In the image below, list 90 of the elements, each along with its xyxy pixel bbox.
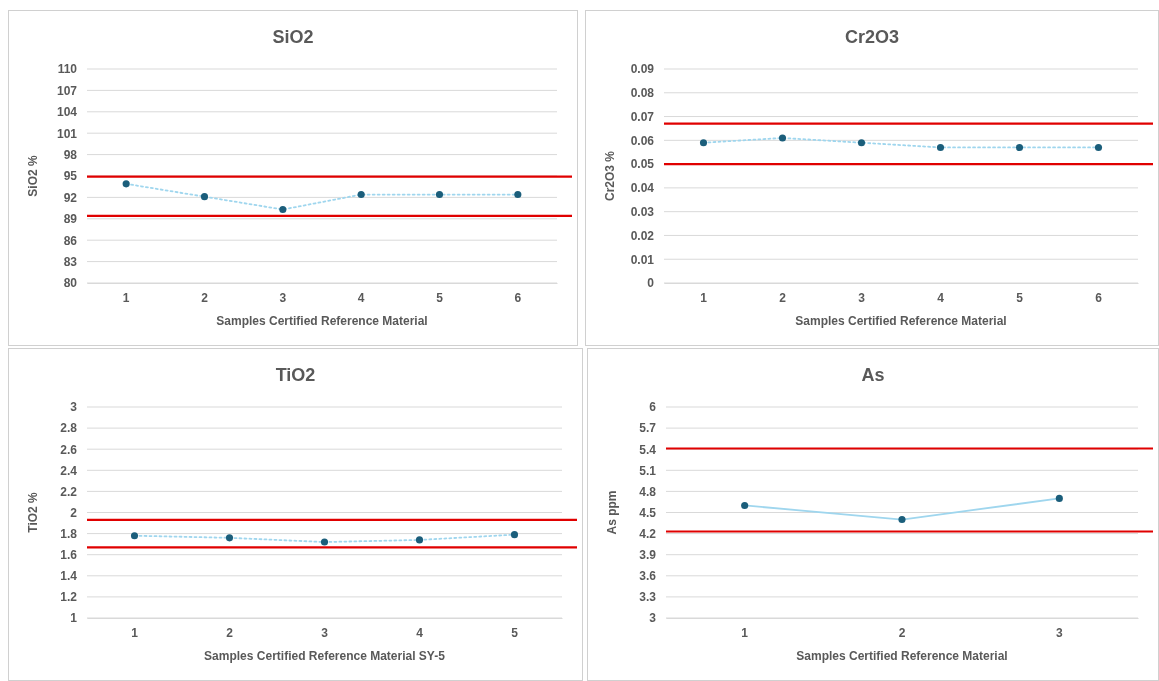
x-tick-label: 1 — [700, 290, 708, 305]
x-tick-label: 2 — [898, 625, 906, 640]
point — [699, 139, 708, 147]
y-tick-label: 1.6 — [60, 548, 78, 563]
point — [778, 134, 787, 142]
x-tick-label: 6 — [514, 290, 522, 305]
x-tick-label: 3 — [858, 290, 866, 305]
x-tick-label: 1 — [741, 625, 749, 640]
y-axis-title: Cr2O3 % — [603, 150, 617, 202]
y-tick-label: 4.8 — [639, 484, 657, 499]
point — [122, 180, 130, 188]
y-tick-label: 2.8 — [60, 421, 78, 436]
y-tick-label: 107 — [56, 83, 78, 98]
y-tick-label: 5.7 — [639, 421, 657, 436]
y-tick-label: 3.6 — [639, 569, 657, 584]
point — [279, 205, 287, 214]
chart-title: Cr2O3 — [844, 27, 900, 47]
x-tick-label: 6 — [1095, 290, 1103, 305]
y-tick-label: 98 — [63, 147, 78, 162]
y-tick-label: 0.02 — [630, 228, 655, 243]
y-tick-label: 1.8 — [60, 526, 78, 541]
y-tick-label: 3.3 — [639, 590, 657, 605]
point — [357, 190, 365, 199]
chart-title: SiO2 — [272, 27, 314, 47]
x-tick-label: 5 — [1016, 290, 1024, 305]
point — [1094, 143, 1103, 152]
point — [514, 190, 522, 199]
point — [936, 143, 945, 152]
x-axis-title: Samples Certified Reference Material — [216, 314, 428, 328]
point — [741, 501, 749, 510]
y-tick-label: 86 — [63, 233, 78, 248]
x-tick-label: 5 — [436, 290, 444, 305]
y-tick-label: 0 — [647, 276, 655, 291]
x-tick-label: 3 — [1055, 625, 1063, 640]
x-axis-title: Samples Certified Reference Material — [796, 649, 1008, 663]
y-tick-label: 2.6 — [60, 442, 78, 457]
y-tick-label: 0.03 — [630, 205, 655, 220]
y-tick-label: 3 — [70, 400, 78, 415]
y-tick-label: 4.5 — [639, 505, 657, 520]
y-tick-label: 0.08 — [630, 86, 655, 101]
y-tick-label: 0.01 — [630, 252, 655, 267]
x-tick-label: 1 — [122, 290, 130, 305]
y-tick-label: 1.2 — [60, 590, 78, 605]
y-tick-label: 4.2 — [639, 526, 657, 541]
y-tick-label: 1 — [70, 611, 78, 626]
y-tick-label: 95 — [63, 169, 78, 184]
y-tick-label: 92 — [63, 190, 78, 205]
y-axis-title: As ppm — [605, 490, 619, 535]
x-tick-label: 4 — [937, 290, 945, 305]
x-tick-label: 4 — [357, 290, 365, 305]
chart-title: As — [861, 365, 885, 385]
x-tick-label: 2 — [226, 625, 234, 640]
y-tick-label: 0.06 — [630, 133, 655, 148]
y-tick-label: 3 — [649, 611, 657, 626]
y-tick-label: 110 — [57, 62, 78, 77]
x-tick-label: 5 — [511, 625, 519, 640]
point — [200, 193, 209, 201]
y-tick-label: 83 — [63, 254, 78, 269]
x-axis-title: Samples Certified Reference Material SY-5 — [204, 649, 446, 663]
point — [1055, 494, 1063, 502]
y-tick-label: 2.4 — [60, 463, 78, 478]
point — [857, 139, 866, 147]
y-tick-label: 0.07 — [630, 109, 655, 124]
x-tick-label: 2 — [201, 290, 209, 305]
y-tick-label: 2.2 — [60, 484, 78, 499]
x-tick-label: 3 — [321, 625, 329, 640]
y-axis-title: TiO2 % — [26, 491, 40, 533]
point — [435, 190, 444, 199]
point — [1015, 143, 1024, 152]
y-tick-label: 0.09 — [630, 62, 655, 77]
y-tick-label: 5.1 — [639, 463, 657, 478]
y-tick-label: 1.4 — [60, 569, 78, 584]
x-tick-label: 1 — [131, 625, 139, 640]
y-tick-label: 89 — [63, 212, 78, 227]
x-tick-label: 4 — [416, 625, 424, 640]
y-tick-label: 101 — [56, 126, 78, 141]
y-tick-label: 5.4 — [639, 442, 657, 457]
x-axis-title: Samples Certified Reference Material — [795, 314, 1007, 328]
x-tick-label: 2 — [779, 290, 787, 305]
y-tick-label: 104 — [56, 105, 78, 120]
y-tick-label: 2 — [70, 505, 78, 520]
y-axis-title: SiO2 % — [26, 155, 40, 197]
y-tick-label: 0.04 — [630, 181, 655, 196]
y-tick-label: 0.05 — [630, 157, 655, 172]
chart-title: TiO2 — [275, 365, 316, 385]
y-tick-label: 6 — [649, 400, 657, 415]
x-tick-label: 3 — [279, 290, 287, 305]
y-tick-label: 3.9 — [639, 548, 657, 563]
point — [898, 515, 906, 524]
y-tick-label: 80 — [63, 276, 78, 291]
